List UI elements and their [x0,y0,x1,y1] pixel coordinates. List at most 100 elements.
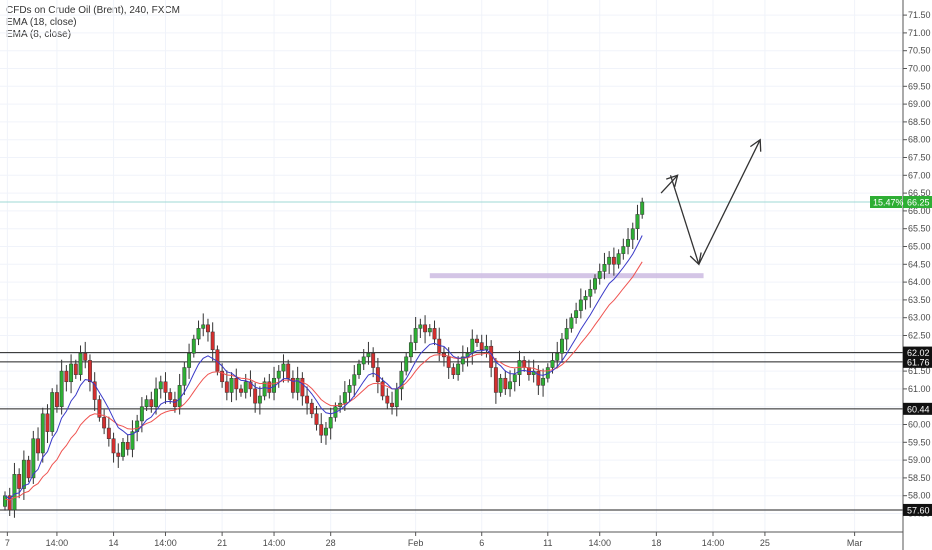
price-tick-label: 68.00 [908,135,931,145]
chart-legend: CFDs on Crude Oil (Brent), 240, FXCM EMA… [6,5,180,41]
change-percent-label: 15.47% [873,198,904,208]
time-tick-label: 14:00 [588,538,611,548]
candle-body [394,388,399,407]
candle-body [583,296,588,301]
candle-body [324,427,328,436]
candle-body [116,452,121,457]
candle-body [569,317,574,329]
projection-arrow-up-1-head [666,174,679,188]
candle-body [446,356,451,368]
candle-body [493,367,498,393]
candle-body [640,201,645,215]
last-price-tag-label: 66.25 [907,198,930,208]
time-tick-label: 14 [109,538,119,548]
candle-body [210,331,215,350]
candle-body [276,370,281,379]
candle-body [300,377,305,397]
candle-body [154,388,158,407]
candle-body [64,370,69,383]
projection-arrows [660,138,762,266]
candle-body [97,399,102,418]
candle-body [380,381,385,397]
candle-body [262,381,267,397]
price-tick-label: 60.00 [908,420,931,430]
candle-body [408,342,413,358]
candle-body [602,264,607,272]
candle-body [309,402,314,415]
price-tick-label: 64.50 [908,259,931,269]
time-tick-label: Feb [408,538,424,548]
candle-body [390,402,394,407]
price-tick-label: 58.00 [908,491,931,501]
candle-body [413,328,418,343]
candle-body [7,495,12,511]
time-tick-label: 14:00 [702,538,725,548]
candle-body [130,431,135,450]
candle-body [177,385,182,407]
candle-body [31,438,36,479]
candle-body [196,328,201,340]
candle-body [224,381,229,393]
candle-body [418,324,423,329]
time-tick-label: Mar [847,538,863,548]
price-tick-label: 66.00 [908,206,931,216]
candle-body [399,370,404,390]
price-axis[interactable]: 57.5058.0058.5059.0059.5060.0060.5061.00… [902,0,931,550]
candle-body [45,413,50,432]
price-tick-label: 61.50 [908,366,931,376]
symbol-title: CFDs on Crude Oil (Brent), 240, FXCM [6,5,180,16]
change-percent-tag [870,196,902,208]
candle-body [78,353,83,375]
candle-body [290,377,295,393]
price-tick-label: 61.00 [908,384,931,394]
candle-body [144,399,149,407]
candle-body [536,370,541,386]
candle-body [451,367,456,375]
candle-body [267,381,272,393]
demand-zone [429,273,704,279]
candle-body [201,324,206,329]
time-tick-label: 28 [326,538,336,548]
price-tick-label: 63.50 [908,295,931,305]
price-tick-label: 59.50 [908,437,931,447]
candle-body [342,392,347,404]
candle-body [257,395,262,404]
level-price-tag-label: 62.02 [907,348,930,358]
ema-lines [4,235,643,501]
projection-arrow-up-1 [660,174,679,194]
candle-body [12,474,17,511]
candle-body [635,214,640,229]
candle-body [158,381,163,390]
candle-body [106,427,111,439]
price-tick-label: 66.50 [908,188,931,198]
last-price-tag [903,196,932,208]
candle-body [17,474,22,489]
candle-body [630,228,635,240]
candle-body [73,363,78,375]
time-axis[interactable]: 7 14:00 14 14:00 21 14:00 28 Feb 6 11 14:00 18 14:00… [0,531,903,548]
candle-body [626,239,630,247]
candle-body [83,353,88,361]
candle-body [149,399,154,407]
candle-body [574,310,579,318]
time-tick-label: 18 [651,538,661,548]
candle-body [404,356,409,372]
price-tick-label: 65.00 [908,242,931,252]
candle-body [92,381,97,400]
candle-body [40,413,45,454]
candle-body [21,459,26,489]
level-price-tag-label: 60.44 [907,404,930,414]
candle-body [352,374,357,386]
candle-body [305,395,310,404]
price-tick-label: 71.50 [908,10,931,20]
candle-body [139,406,144,422]
candle-body [479,342,484,350]
candle-body [26,459,31,479]
time-tick-label: 21 [217,538,227,548]
candle-body [88,360,92,383]
ema-fast-legend: EMA (8, close) [6,29,72,40]
candle-body [460,356,465,365]
candle-body [248,381,253,390]
time-tick-label: 14:00 [154,538,177,548]
